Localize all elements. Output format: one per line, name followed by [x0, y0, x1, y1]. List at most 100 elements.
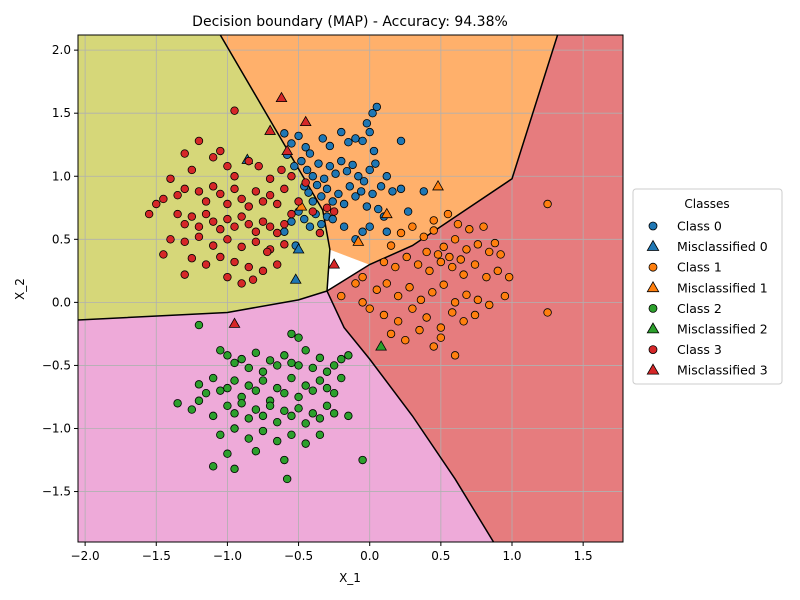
class-2-point: [287, 358, 296, 368]
class-1-point: [419, 232, 428, 241]
class-1-point: [453, 219, 463, 229]
legend-label: Class 2: [677, 301, 722, 316]
class-1-point: [415, 325, 424, 335]
class-0-point: [351, 192, 360, 201]
class-3-point: [208, 153, 218, 162]
class-0-point: [345, 182, 354, 191]
class-0-point: [376, 182, 386, 191]
class-2-point: [344, 411, 353, 421]
class-2-point: [315, 353, 325, 363]
class-3-point: [248, 275, 258, 284]
class-3-point: [287, 172, 296, 181]
class-2-point: [337, 354, 346, 364]
legend-marker: [648, 221, 658, 231]
x-tick-label: 1.5: [574, 549, 593, 563]
class-3-point: [230, 184, 239, 194]
class-0-point: [356, 187, 366, 196]
y-tick-label: −1.0: [42, 421, 71, 435]
class-2-point: [223, 351, 232, 360]
class-0-point: [308, 172, 317, 181]
class-3-point: [194, 187, 204, 196]
misclassified-2-point: [375, 340, 388, 351]
class-2-point: [287, 411, 296, 421]
class-3-point: [216, 189, 225, 199]
class-0-point: [369, 146, 379, 156]
plot-frame: [77, 34, 624, 543]
class-1-point: [408, 304, 417, 313]
legend-marker: [648, 303, 658, 313]
class-3-point: [223, 235, 232, 244]
class-1-point: [473, 240, 483, 249]
class-3-point: [237, 242, 246, 252]
class-2-point: [308, 363, 317, 373]
class-2-point: [251, 405, 261, 414]
class-1-point: [402, 252, 411, 262]
class-3-point: [237, 194, 246, 204]
class-2-point: [282, 474, 292, 484]
class-2-point: [208, 373, 218, 383]
class-2-point: [315, 414, 325, 423]
class-1-point: [429, 216, 438, 225]
class-0-point: [362, 202, 372, 211]
class-1-point: [462, 245, 471, 254]
class-3-point: [173, 190, 182, 200]
misclassified-3-point: [275, 91, 288, 103]
class-3-point: [166, 235, 175, 244]
class-2-point: [230, 409, 239, 418]
class-0-point: [396, 184, 406, 194]
class-0-point: [305, 149, 315, 158]
class-0-point: [325, 141, 335, 151]
class-0-point: [331, 169, 340, 178]
x-tick-label: −2.0: [71, 549, 100, 563]
class-2-point: [230, 358, 239, 368]
class-1-point: [365, 304, 374, 313]
class-1-point: [450, 298, 460, 307]
x-tick-label: −0.5: [284, 549, 313, 563]
class-0-point: [328, 197, 337, 206]
class-2-point: [251, 386, 261, 395]
class-3-point: [237, 279, 246, 288]
class-2-point: [230, 464, 239, 474]
class-3-point: [166, 174, 175, 183]
class-2-point: [294, 404, 303, 413]
class-2-point: [201, 388, 211, 398]
class-3-point: [187, 254, 197, 263]
class-3-point: [265, 174, 275, 183]
class-3-point: [208, 217, 218, 226]
class-1-point: [393, 317, 403, 326]
class-0-point: [300, 214, 309, 224]
misclassified-0-point: [289, 273, 302, 284]
class-2-point: [258, 426, 268, 436]
legend: Classes Class 0 Misclassified 0 Class 1 Mis…: [632, 188, 783, 385]
class-0-point: [342, 167, 352, 176]
class-0-point: [314, 159, 323, 168]
class-0-point: [318, 134, 327, 143]
y-tick-label: 0.5: [52, 232, 71, 246]
class-3-point: [251, 187, 261, 196]
class-2-point: [301, 439, 310, 448]
class-3-point: [201, 209, 211, 219]
class-3-point: [265, 222, 275, 231]
class-1-point: [543, 199, 552, 209]
x-axis-ticks: −2.0 −1.5 −1.0 −0.5 0.0 0.5 1.0 1.5: [71, 542, 593, 563]
class-0-point: [358, 136, 367, 146]
class-3-point: [294, 197, 303, 206]
class-1-point: [448, 308, 457, 317]
x-tick-label: 1.0: [502, 549, 521, 563]
class-3-point: [152, 199, 161, 209]
class-1-point: [386, 241, 396, 250]
class-0-point: [325, 161, 335, 171]
class-2-point: [322, 367, 332, 376]
class-3-point: [273, 199, 282, 209]
class-1-point: [379, 310, 389, 320]
misclassified-3-point: [299, 115, 312, 126]
class-2-point: [315, 430, 325, 439]
class-0-point: [351, 134, 360, 143]
class-3-point: [180, 270, 189, 279]
class-3-point: [223, 199, 232, 209]
boundary-line: [326, 290, 495, 542]
class-0-point: [317, 192, 326, 201]
class-1-point: [500, 291, 510, 301]
class-3-point: [244, 202, 253, 211]
class-2-point: [265, 356, 275, 365]
